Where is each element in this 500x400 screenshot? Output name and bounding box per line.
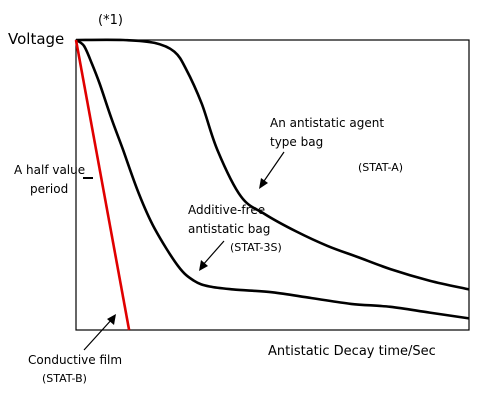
stat-3s-label-line2: antistatic bag <box>188 222 270 236</box>
stat-3s-label-line1: Additive-free <box>188 203 265 217</box>
stat-b-pointer <box>83 317 114 351</box>
stat-b-label-line1: Conductive film <box>28 353 122 367</box>
series-line-stat-3s <box>75 38 470 320</box>
stat-3s-code-label: (STAT-3S) <box>230 241 282 254</box>
stat-a-pointer <box>261 151 285 185</box>
stat-3s-arrowhead <box>199 260 208 271</box>
stat-3s-pointer <box>201 240 225 267</box>
plot-frame <box>75 39 470 331</box>
stat-a-code-label: (STAT-A) <box>358 161 403 174</box>
half-value-label-line1: A half value <box>14 163 85 177</box>
stat-b-arrowhead <box>107 314 116 325</box>
stat-a-arrowhead <box>259 178 268 189</box>
marker-note: (*1) <box>98 13 123 28</box>
half-value-label-line2: period <box>30 182 68 196</box>
y-axis-label: Voltage <box>8 30 64 48</box>
stat-b-code-label: (STAT-B) <box>42 372 87 385</box>
stat-a-label-line1: An antistatic agent <box>270 116 384 130</box>
x-axis-label: Antistatic Decay time/Sec <box>268 344 436 359</box>
series-line-stat-a <box>75 38 470 291</box>
stat-a-label-line2: type bag <box>270 135 323 149</box>
series-line-stat-b <box>74 39 131 331</box>
